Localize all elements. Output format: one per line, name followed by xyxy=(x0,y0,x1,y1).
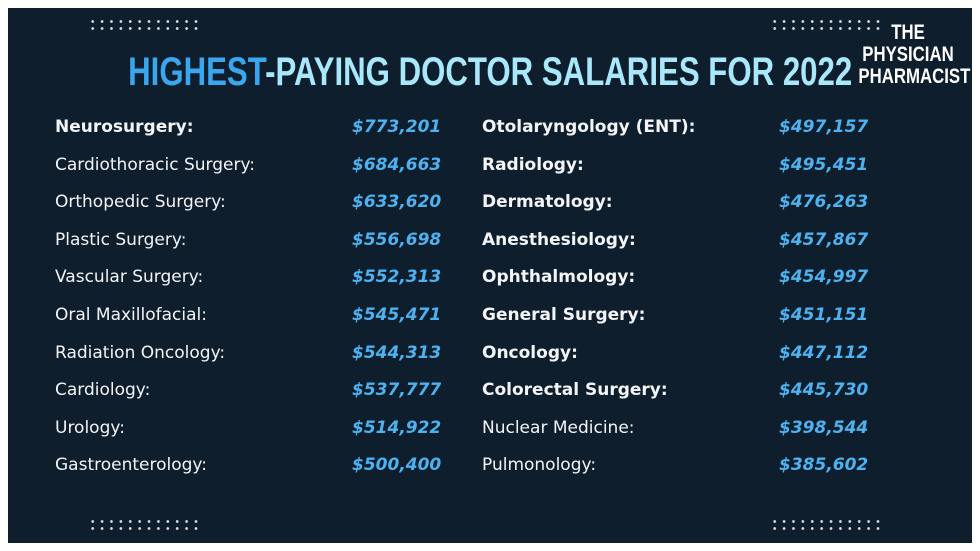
decor-dots xyxy=(88,18,200,32)
specialty: Plastic Surgery: xyxy=(55,229,187,250)
salary: $445,730 xyxy=(779,380,869,401)
logo-line: PHARMACIST xyxy=(858,65,971,88)
title-highlight: HIGHEST xyxy=(127,50,265,94)
decor-dots xyxy=(770,518,882,532)
specialty: Orthopedic Surgery: xyxy=(55,192,226,213)
decor-dots xyxy=(88,518,200,532)
decor-dots xyxy=(770,18,882,32)
specialty: Otolaryngology (ENT): xyxy=(482,117,696,137)
specialty: Nuclear Medicine: xyxy=(482,417,635,438)
specialty: Urology: xyxy=(55,417,125,438)
salary: $500,400 xyxy=(352,455,442,476)
specialty: Cardiothoracic Surgery: xyxy=(55,154,256,175)
salary: $447,112 xyxy=(779,342,869,363)
salary: $398,544 xyxy=(779,417,869,438)
specialty: Neurosurgery: xyxy=(55,117,194,137)
salary: $552,313 xyxy=(352,267,442,288)
salary: $537,777 xyxy=(352,380,442,401)
salary: $684,663 xyxy=(352,154,442,175)
specialty: Oral Maxillofacial: xyxy=(55,305,207,325)
specialty: General Surgery: xyxy=(482,305,646,325)
salary: $495,451 xyxy=(779,154,869,175)
specialty: Gastroenterology: xyxy=(55,455,207,476)
specialty: Oncology: xyxy=(482,342,578,363)
specialty: Vascular Surgery: xyxy=(55,267,204,288)
salary: $497,157 xyxy=(779,117,869,137)
salary: $451,151 xyxy=(779,305,869,325)
logo-line: THE xyxy=(891,21,925,44)
specialty: Radiation Oncology: xyxy=(55,342,226,363)
salary: $545,471 xyxy=(352,305,442,325)
salary: $385,602 xyxy=(779,455,869,476)
title-rest: -PAYING DOCTOR SALARIES FOR 2022 xyxy=(264,50,853,94)
specialty: Cardiology: xyxy=(55,380,151,401)
specialty: Colorectal Surgery: xyxy=(482,380,668,401)
infographic: HIGHEST-PAYING DOCTOR SALARIES FOR 2022 … xyxy=(8,8,972,543)
salary: $633,620 xyxy=(352,192,442,213)
specialty: Ophthalmology: xyxy=(482,267,636,288)
specialty: Radiology: xyxy=(482,154,584,175)
logo: THE PHYSICIAN PHARMACIST xyxy=(846,22,970,88)
specialty: Dermatology: xyxy=(482,192,613,213)
salary: $773,201 xyxy=(352,117,442,137)
logo-line: PHYSICIAN xyxy=(862,43,954,66)
salary: $476,263 xyxy=(779,192,869,213)
salary: $514,922 xyxy=(352,417,442,438)
salary: $454,997 xyxy=(779,267,869,288)
salary: $457,867 xyxy=(779,229,869,250)
title: HIGHEST-PAYING DOCTOR SALARIES FOR 2022 xyxy=(8,50,972,95)
specialty: Pulmonology: xyxy=(482,455,597,476)
salary: $556,698 xyxy=(352,229,442,250)
specialty: Anesthesiology: xyxy=(482,229,636,250)
salary: $544,313 xyxy=(352,342,442,363)
